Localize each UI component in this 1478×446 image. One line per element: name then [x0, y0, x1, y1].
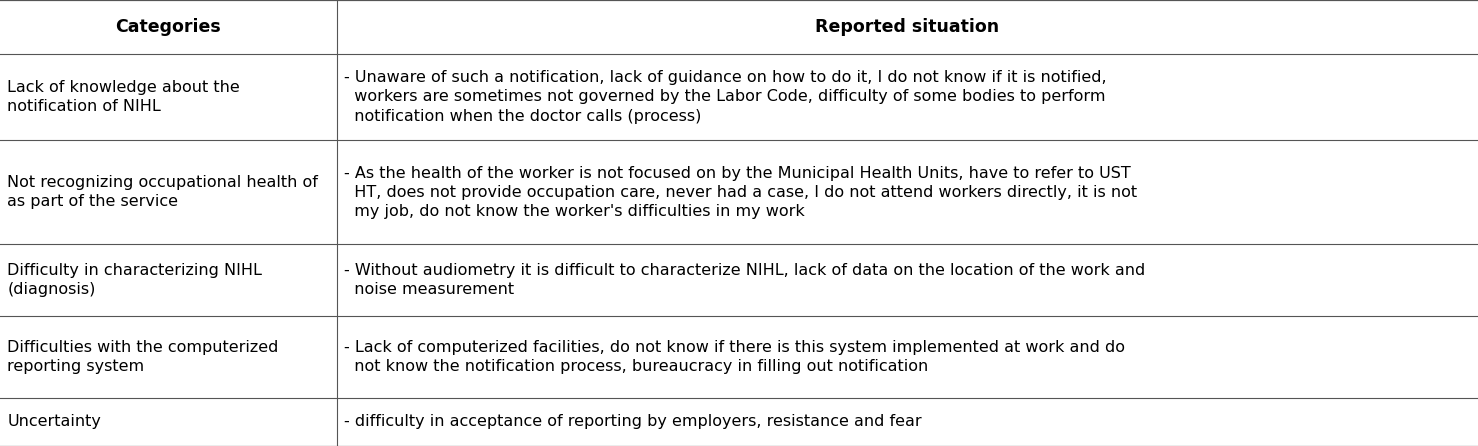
Text: - Unaware of such a notification, lack of guidance on how to do it, I do not kno: - Unaware of such a notification, lack o…	[344, 70, 1107, 124]
Text: Reported situation: Reported situation	[816, 18, 999, 36]
Text: - Without audiometry it is difficult to characterize NIHL, lack of data on the l: - Without audiometry it is difficult to …	[344, 263, 1145, 297]
Text: Not recognizing occupational health of
as part of the service: Not recognizing occupational health of a…	[7, 175, 318, 209]
Text: Categories: Categories	[115, 18, 222, 36]
Text: Difficulty in characterizing NIHL
(diagnosis): Difficulty in characterizing NIHL (diagn…	[7, 263, 262, 297]
Text: - difficulty in acceptance of reporting by employers, resistance and fear: - difficulty in acceptance of reporting …	[344, 414, 922, 429]
Text: Uncertainty: Uncertainty	[7, 414, 102, 429]
Text: - As the health of the worker is not focused on by the Municipal Health Units, h: - As the health of the worker is not foc…	[344, 165, 1138, 219]
Text: Difficulties with the computerized
reporting system: Difficulties with the computerized repor…	[7, 340, 279, 374]
Text: Lack of knowledge about the
notification of NIHL: Lack of knowledge about the notification…	[7, 80, 239, 114]
Text: - Lack of computerized facilities, do not know if there is this system implement: - Lack of computerized facilities, do no…	[344, 340, 1125, 374]
